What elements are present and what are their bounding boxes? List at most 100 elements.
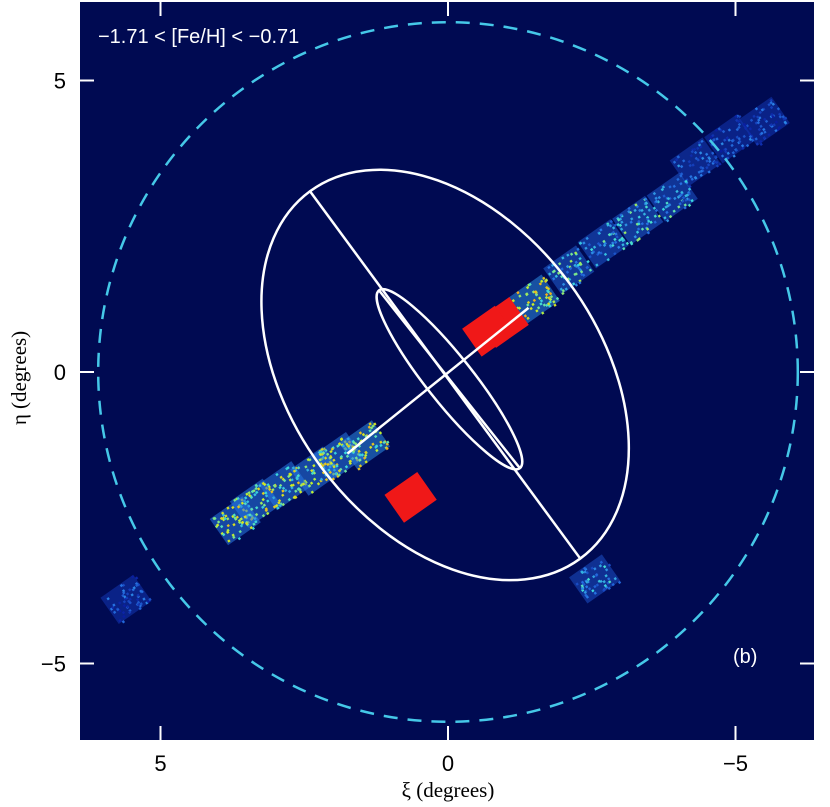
field-star — [272, 483, 277, 488]
x-tick-label: −5 — [723, 751, 748, 776]
field-star — [783, 120, 787, 124]
field-star — [677, 164, 681, 168]
field-base — [704, 114, 756, 164]
field-star — [128, 601, 132, 605]
field-star — [715, 137, 719, 141]
field-star — [222, 532, 226, 537]
field-star — [223, 517, 227, 521]
field-star — [583, 590, 587, 595]
field-star — [617, 245, 621, 249]
field-star — [642, 212, 647, 216]
field-star — [687, 160, 691, 164]
field-star — [548, 297, 553, 302]
field-star — [778, 112, 782, 116]
field-star — [361, 432, 366, 437]
field-star — [526, 303, 530, 307]
field-star — [673, 196, 677, 201]
field-star — [319, 477, 324, 482]
field-star — [595, 583, 600, 587]
field-star — [687, 203, 692, 207]
field-star — [341, 444, 346, 448]
field-star — [740, 144, 745, 148]
field-star — [542, 303, 547, 307]
field-star — [615, 235, 619, 239]
field-star — [537, 296, 542, 300]
field-star — [345, 442, 349, 446]
field-star — [757, 127, 762, 132]
field-star — [578, 279, 582, 283]
field-star — [756, 115, 760, 119]
field-star — [735, 127, 739, 132]
field-star — [525, 292, 529, 296]
field-star — [617, 580, 622, 585]
field-star — [245, 492, 249, 496]
field-star — [726, 151, 730, 156]
field-star — [534, 293, 539, 297]
field-star — [272, 505, 277, 509]
field-star — [578, 256, 582, 261]
field-star — [254, 512, 259, 517]
field-star — [665, 201, 669, 205]
field-star — [708, 159, 712, 164]
field-star — [548, 292, 553, 296]
field-tile — [577, 219, 630, 269]
field-star — [759, 139, 763, 144]
field-star — [250, 489, 255, 494]
field-star — [730, 139, 735, 143]
field-star — [566, 253, 570, 257]
field-star — [256, 487, 261, 491]
field-star — [734, 114, 738, 119]
field-star — [296, 481, 301, 485]
field-star — [558, 262, 562, 266]
field-star — [261, 497, 265, 502]
field-tile — [209, 496, 261, 546]
field-star — [690, 177, 694, 181]
field-star — [590, 566, 594, 570]
field-base — [646, 172, 698, 222]
field-star — [385, 446, 389, 451]
x-tick-label: 5 — [154, 751, 166, 776]
field-star — [232, 535, 236, 539]
field-star — [346, 444, 351, 448]
field-star — [539, 299, 544, 303]
field-star — [679, 164, 684, 169]
field-star — [244, 521, 249, 526]
field-star — [630, 242, 634, 246]
field-star — [694, 176, 698, 180]
field-star — [627, 210, 631, 214]
field-star — [613, 237, 617, 242]
field-star — [248, 513, 252, 517]
field-star — [718, 162, 722, 166]
field-star — [255, 490, 259, 495]
field-star — [633, 208, 637, 213]
field-star — [125, 596, 129, 600]
field-star — [690, 199, 694, 203]
field-star — [619, 213, 623, 217]
field-star — [540, 279, 544, 283]
field-star — [518, 294, 522, 298]
field-star — [660, 187, 665, 192]
field-star — [548, 272, 552, 276]
field-star — [281, 486, 286, 490]
field-star — [330, 447, 335, 451]
field-star — [597, 231, 601, 236]
field-star — [247, 491, 251, 495]
field-star — [119, 583, 124, 588]
field-star — [561, 289, 565, 293]
field-star — [715, 160, 719, 165]
field-star — [592, 245, 597, 249]
field-star — [698, 155, 702, 159]
field-star — [121, 620, 126, 624]
field-tile — [612, 195, 664, 246]
field-star — [621, 243, 625, 247]
field-star — [542, 276, 546, 280]
field-base — [569, 554, 621, 604]
field-star — [118, 609, 122, 613]
field-star — [140, 590, 144, 594]
field-star — [261, 505, 265, 509]
field-star — [606, 258, 610, 262]
field-star — [232, 523, 236, 527]
field-star — [776, 107, 781, 111]
field-star — [128, 588, 132, 592]
field-star — [569, 259, 573, 263]
